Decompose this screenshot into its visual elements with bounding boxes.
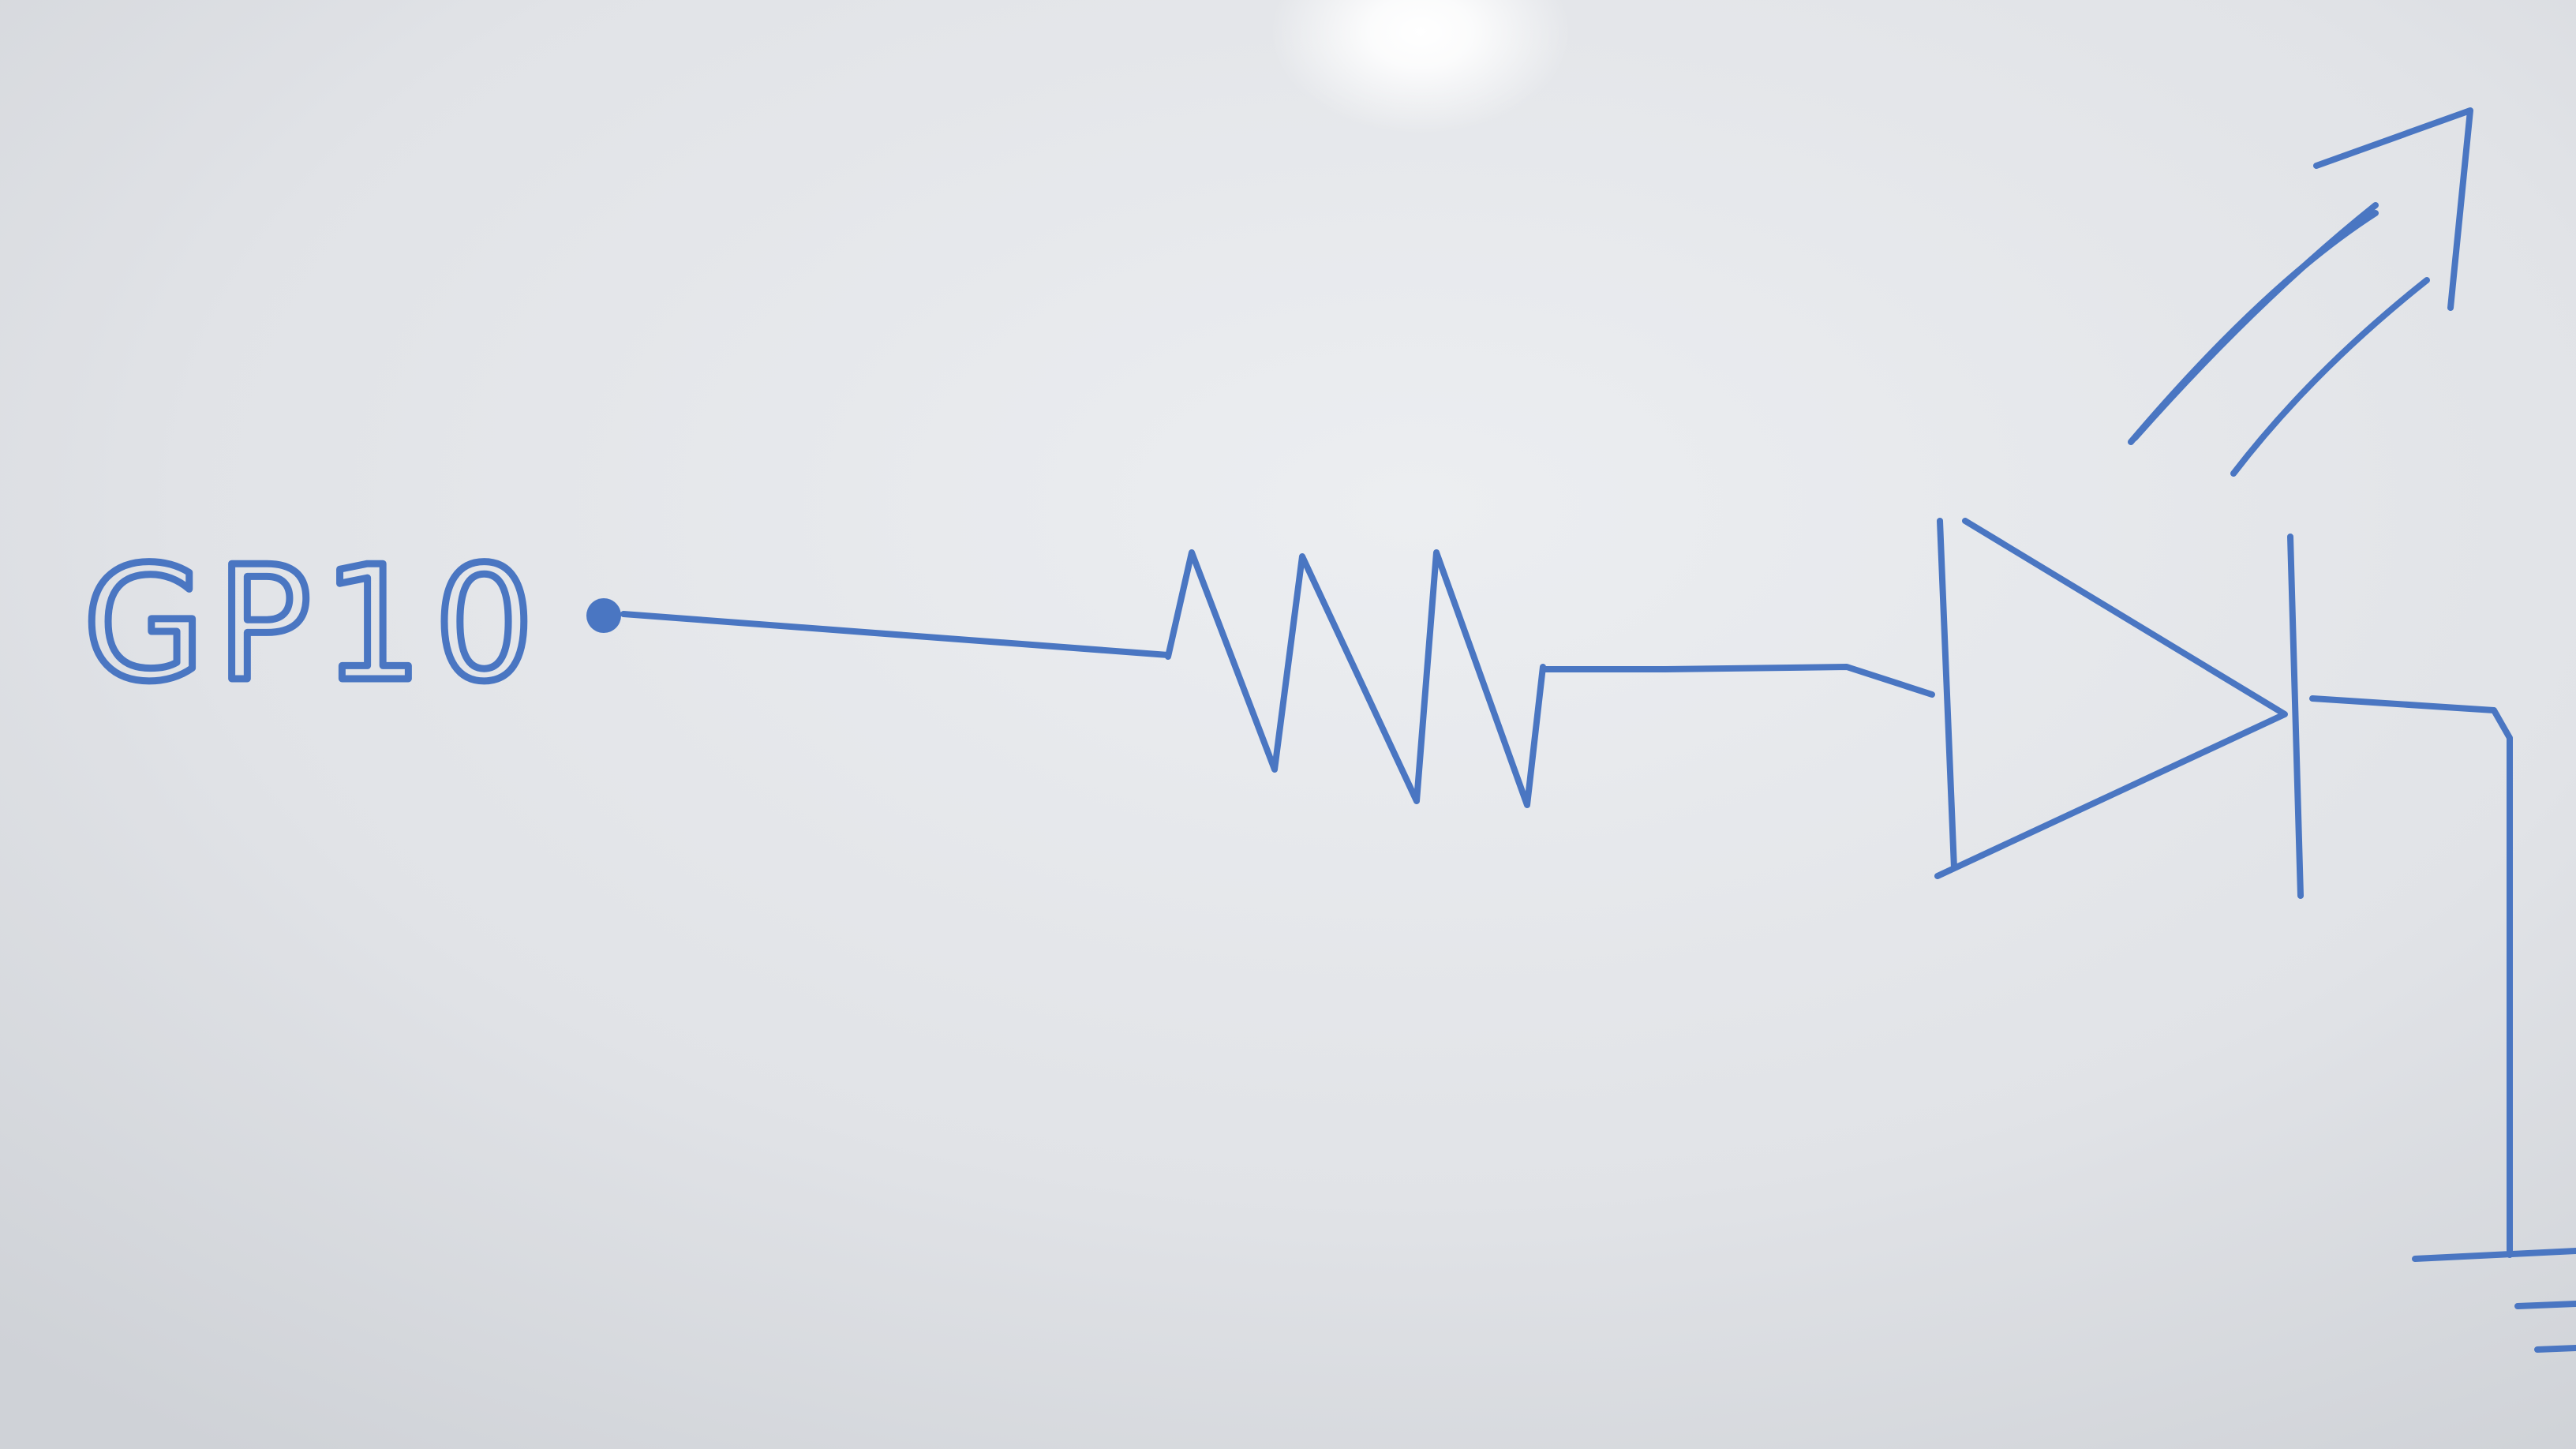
pin-dot <box>586 598 621 633</box>
light-arrow-upper-shaft <box>2132 202 2379 441</box>
ground-symbol <box>2412 1248 2576 1353</box>
gpio-label: GP10 <box>83 533 545 717</box>
light-glare <box>1271 0 1571 134</box>
light-arrow-lower <box>2230 277 2430 477</box>
resistor <box>1165 549 1546 808</box>
led-cathode-bar <box>2287 534 2304 899</box>
wire-resistor-to-led <box>1540 664 1935 698</box>
wire-pin-to-resistor <box>620 611 1171 658</box>
wire-led-to-ground <box>2309 695 2513 1258</box>
led-triangle <box>1934 518 2288 879</box>
